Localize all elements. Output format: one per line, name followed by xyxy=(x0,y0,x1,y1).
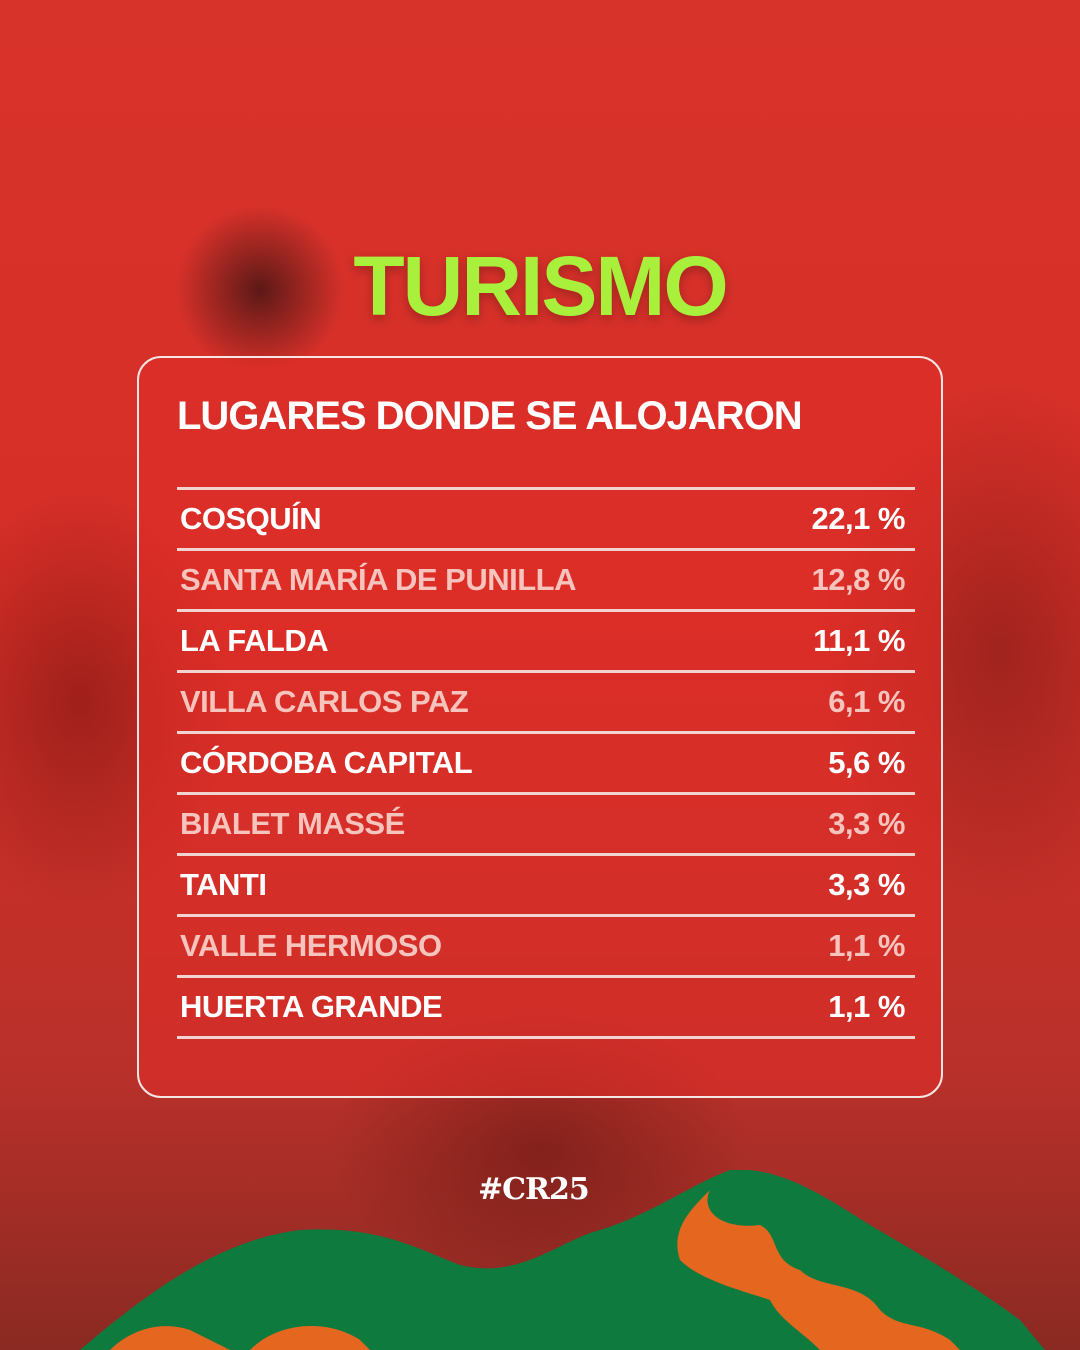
card-title: LUGARES DONDE SE ALOJARON xyxy=(177,394,803,438)
place-name: TANTI xyxy=(180,867,267,902)
place-name: LA FALDA xyxy=(180,623,329,658)
place-name: CÓRDOBA CAPITAL xyxy=(180,745,473,780)
stats-card: LUGARES DONDE SE ALOJARON COSQUÍN 22,1 % S… xyxy=(137,356,943,1098)
table-row: HUERTA GRANDE 1,1 % xyxy=(177,978,915,1039)
place-name: BIALET MASSÉ xyxy=(180,806,405,841)
place-name: VILLA CARLOS PAZ xyxy=(180,684,469,719)
table-row: SANTA MARÍA DE PUNILLA 12,8 % xyxy=(177,551,915,612)
percentage-value: 12,8 % xyxy=(811,562,905,597)
mountain-illustration xyxy=(80,1170,1045,1350)
table-row: TANTI 3,3 % xyxy=(177,856,915,917)
place-name: SANTA MARÍA DE PUNILLA xyxy=(180,562,577,597)
hashtag-logo: #CR25 xyxy=(478,1172,590,1207)
place-name: COSQUÍN xyxy=(180,501,322,536)
place-name: HUERTA GRANDE xyxy=(180,989,443,1024)
percentage-value: 1,1 % xyxy=(828,989,905,1024)
place-name: VALLE HERMOSO xyxy=(180,928,442,963)
table-row: CÓRDOBA CAPITAL 5,6 % xyxy=(177,734,915,795)
percentage-value: 22,1 % xyxy=(811,501,905,536)
percentage-value: 11,1 % xyxy=(813,623,905,658)
percentage-value: 3,3 % xyxy=(828,806,905,841)
table-row: COSQUÍN 22,1 % xyxy=(177,490,915,551)
stats-table: COSQUÍN 22,1 % SANTA MARÍA DE PUNILLA 12,8 … xyxy=(177,487,915,1039)
page-title: TURISMO xyxy=(353,239,728,333)
percentage-value: 1,1 % xyxy=(828,928,905,963)
percentage-value: 5,6 % xyxy=(828,745,905,780)
percentage-value: 6,1 % xyxy=(828,684,905,719)
table-row: LA FALDA 11,1 % xyxy=(177,612,915,673)
percentage-value: 3,3 % xyxy=(828,867,905,902)
table-row: VALLE HERMOSO 1,1 % xyxy=(177,917,915,978)
table-row: VILLA CARLOS PAZ 6,1 % xyxy=(177,673,915,734)
table-row: BIALET MASSÉ 3,3 % xyxy=(177,795,915,856)
